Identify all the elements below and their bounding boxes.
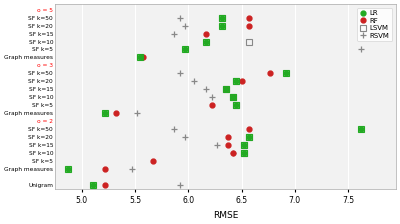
Legend: LR, RF, LSVM, RSVM: LR, RF, LSVM, RSVM (357, 8, 392, 41)
X-axis label: RMSE: RMSE (213, 211, 238, 220)
